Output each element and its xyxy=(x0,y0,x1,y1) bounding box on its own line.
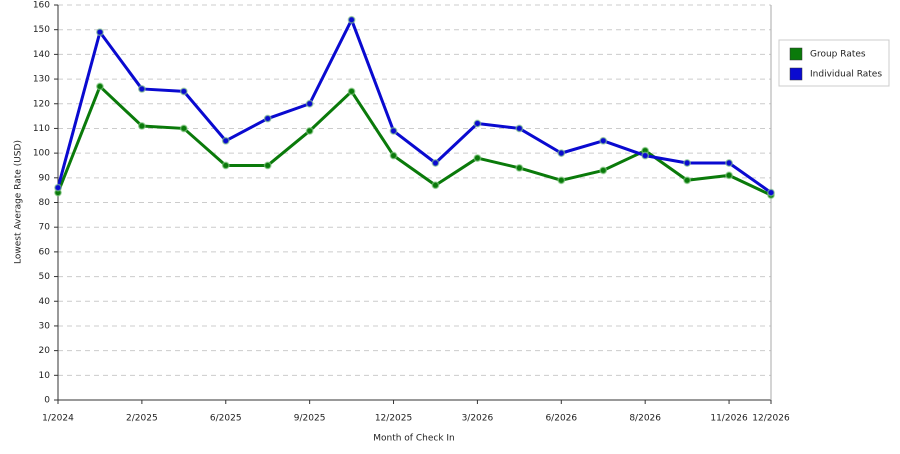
point xyxy=(515,124,524,133)
x-axis-label: Month of Check In xyxy=(373,434,455,444)
point xyxy=(767,188,775,197)
x-tick-label: 12/2025 xyxy=(375,414,412,424)
y-tick-label: 150 xyxy=(33,25,50,35)
x-tick-label: 6/2026 xyxy=(545,414,577,424)
point xyxy=(515,163,524,172)
point xyxy=(179,124,188,133)
x-tick-label: 6/2025 xyxy=(210,414,242,424)
legend-label: Group Rates xyxy=(810,50,866,60)
point xyxy=(179,87,188,96)
point xyxy=(95,28,104,37)
x-tick-label: 8/2026 xyxy=(629,414,661,424)
point xyxy=(683,176,692,185)
y-tick-label: 60 xyxy=(39,247,51,257)
y-tick-label: 90 xyxy=(39,173,51,183)
y-tick-label: 120 xyxy=(33,99,50,109)
y-tick-label: 70 xyxy=(39,223,51,233)
point xyxy=(725,159,734,167)
point xyxy=(431,159,440,167)
point xyxy=(221,161,230,170)
y-tick-label: 160 xyxy=(33,1,50,11)
point xyxy=(347,15,356,24)
point xyxy=(557,149,566,158)
point xyxy=(54,183,62,192)
y-tick-label: 50 xyxy=(39,272,51,282)
series-line xyxy=(56,84,772,197)
y-tick-label: 10 xyxy=(39,371,51,381)
y-tick-label: 30 xyxy=(39,321,51,331)
point xyxy=(137,122,146,130)
y-tick-label: 20 xyxy=(39,346,51,356)
point xyxy=(263,114,272,123)
x-tick-label: 12/2026 xyxy=(752,414,790,424)
y-tick-label: 100 xyxy=(33,149,50,159)
x-tick-label: 9/2025 xyxy=(294,414,326,424)
point xyxy=(725,171,734,180)
point xyxy=(221,136,230,145)
point xyxy=(389,126,398,135)
point xyxy=(263,161,272,170)
point xyxy=(431,181,440,190)
point xyxy=(557,176,566,185)
y-tick-label: 140 xyxy=(33,50,50,60)
x-tick-label: 1/2024 xyxy=(42,414,74,424)
point xyxy=(137,84,146,93)
point xyxy=(473,119,482,128)
point xyxy=(473,154,482,163)
legend-swatch xyxy=(789,47,803,61)
y-tick-label: 0 xyxy=(44,396,50,406)
point xyxy=(305,126,314,135)
point xyxy=(599,166,608,175)
point xyxy=(347,87,356,96)
y-tick-label: 80 xyxy=(39,198,51,208)
y-axis-label: Lowest Average Rate (USD) xyxy=(14,140,24,264)
point xyxy=(683,159,692,167)
point xyxy=(641,151,650,160)
x-tick-label: 3/2026 xyxy=(462,414,494,424)
legend-label: Individual Rates xyxy=(810,70,882,80)
y-tick-label: 110 xyxy=(33,124,50,134)
series-line xyxy=(56,18,772,194)
legend-swatch xyxy=(789,67,803,81)
x-tick-label: 11/2026 xyxy=(710,414,748,424)
point xyxy=(389,151,398,160)
x-tick-label: 2/2025 xyxy=(126,414,158,424)
y-tick-label: 130 xyxy=(33,75,50,85)
point xyxy=(305,99,314,108)
point xyxy=(95,82,104,91)
y-tick-label: 40 xyxy=(39,297,51,307)
point xyxy=(599,136,608,145)
